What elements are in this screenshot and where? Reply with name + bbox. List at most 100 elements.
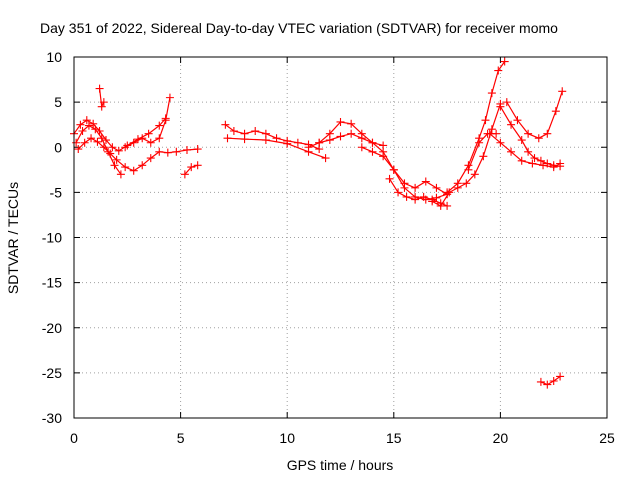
data-point — [517, 156, 526, 165]
series-line — [75, 124, 122, 175]
data-point — [108, 143, 117, 152]
y-tick-label: 0 — [54, 139, 62, 155]
data-point — [74, 145, 83, 154]
data-point — [411, 195, 420, 204]
data-point — [494, 66, 503, 75]
data-point — [325, 136, 334, 145]
series-trace-4 — [95, 84, 108, 111]
data-point — [89, 119, 98, 128]
data-point — [116, 170, 125, 179]
data-point — [549, 376, 558, 385]
data-point — [95, 84, 104, 93]
data-point — [556, 159, 565, 168]
data-point — [421, 177, 430, 186]
series-trace-18 — [502, 87, 567, 143]
grid — [74, 57, 607, 418]
data-point — [536, 156, 545, 165]
data-point — [91, 125, 100, 134]
data-point — [121, 163, 130, 172]
data-point — [93, 137, 102, 146]
data-point — [436, 201, 445, 210]
data-point — [272, 134, 281, 143]
data-point — [389, 165, 398, 174]
data-point — [462, 179, 471, 188]
series-trace-5 — [121, 93, 174, 152]
data-point — [72, 138, 81, 147]
data-point — [99, 143, 108, 152]
data-point — [357, 134, 366, 143]
data-point — [411, 183, 420, 192]
data-point — [432, 183, 441, 192]
data-point — [101, 136, 110, 145]
series-line — [124, 97, 171, 148]
data-point — [129, 138, 138, 147]
y-tick-label: 5 — [54, 94, 62, 110]
data-point — [193, 145, 202, 154]
data-point — [507, 147, 516, 156]
data-point — [193, 161, 202, 170]
series-trace-14 — [443, 57, 509, 197]
data-point — [187, 163, 196, 172]
data-point — [110, 161, 119, 170]
series-trace-8 — [223, 134, 330, 163]
data-point — [402, 192, 411, 201]
data-point — [182, 145, 191, 154]
data-point — [229, 127, 238, 136]
y-tick-label: -25 — [42, 365, 62, 381]
data-point — [240, 135, 249, 144]
data-point — [138, 134, 147, 143]
y-tick-label: -20 — [42, 320, 62, 336]
x-axis-label: GPS time / hours — [287, 457, 394, 473]
data-point — [475, 138, 484, 147]
data-point — [357, 143, 366, 152]
data-point — [82, 116, 91, 125]
series-line — [489, 133, 561, 168]
tick-labels: 0 5 10 15 20 25 -30 -25 -20 -15 -10 -5 0 5 10 — [42, 49, 615, 446]
data-point — [536, 377, 545, 386]
data-point — [528, 159, 537, 168]
data-point — [336, 132, 345, 141]
data-point — [223, 134, 232, 143]
data-point — [106, 149, 115, 158]
x-tick-label: 10 — [279, 430, 295, 446]
data-point — [487, 89, 496, 98]
data-point — [121, 143, 130, 152]
data-point — [144, 129, 153, 138]
data-point — [180, 170, 189, 179]
data-point — [163, 148, 172, 157]
data-point — [379, 152, 388, 161]
data-point — [500, 57, 509, 66]
data-point — [487, 125, 496, 134]
data-point — [347, 129, 356, 138]
data-point — [155, 147, 164, 156]
data-point — [549, 163, 558, 172]
data-point — [78, 127, 87, 136]
series-trace-17 — [485, 129, 565, 172]
series-line — [225, 124, 320, 150]
data-point — [112, 155, 121, 164]
data-point — [97, 102, 106, 111]
data-point — [114, 146, 123, 155]
y-tick-label: -15 — [42, 275, 62, 291]
data-point — [84, 121, 93, 130]
data-point — [321, 154, 330, 163]
data-point — [394, 188, 403, 197]
data-point — [496, 102, 505, 111]
series-trace-12 — [385, 174, 452, 210]
data-point — [539, 161, 548, 170]
series-line — [431, 103, 501, 207]
data-point — [524, 129, 533, 138]
data-point — [524, 147, 533, 156]
data-point — [283, 139, 292, 148]
data-point — [155, 121, 164, 130]
plot-frame — [73, 56, 608, 419]
data-point — [530, 154, 539, 163]
data-point — [293, 138, 302, 147]
y-axis-label: SDTVAR / TECUs — [5, 182, 21, 294]
x-tick-label: 25 — [599, 430, 615, 446]
series-trace-1 — [70, 114, 170, 155]
data-point — [443, 188, 452, 197]
data-point — [99, 98, 108, 107]
data-point — [161, 116, 170, 125]
